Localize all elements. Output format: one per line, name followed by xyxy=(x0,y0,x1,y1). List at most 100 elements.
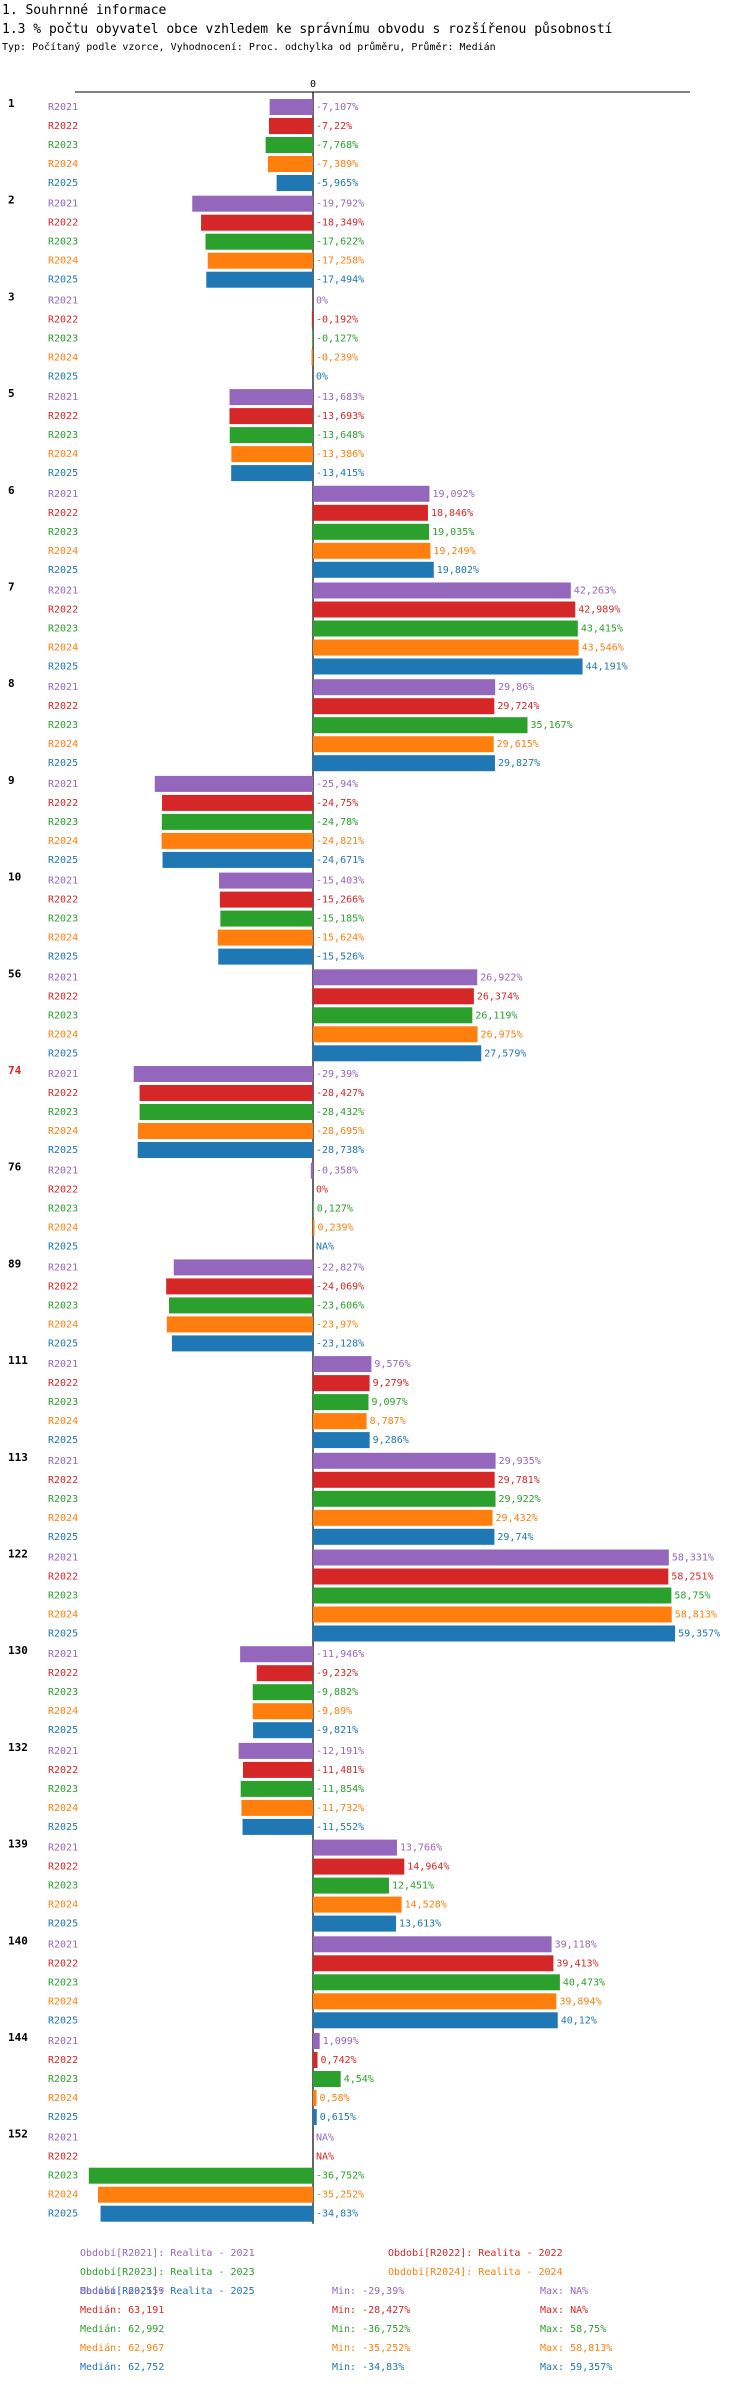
value-label-1-R2022: -7,22% xyxy=(316,121,352,132)
series-label: R2025 xyxy=(48,2209,78,2220)
series-label: R2024 xyxy=(48,2190,78,2201)
value-label-76-R2023: 0,127% xyxy=(317,1204,353,1215)
series-label: R2022 xyxy=(48,1378,78,1389)
series-label: R2021 xyxy=(48,1939,78,1950)
bar-9-R2023 xyxy=(161,813,313,830)
series-label: R2025 xyxy=(48,371,78,382)
group-label-139: 139 xyxy=(8,1838,28,1851)
bar-2-R2021 xyxy=(192,195,313,212)
chart-subtitle: Typ: Počítaný podle vzorce, Vyhodnocení:… xyxy=(2,42,496,53)
bar-89-R2025 xyxy=(171,1335,313,1352)
series-label: R2024 xyxy=(48,1029,78,1040)
bar-56-R2024 xyxy=(313,1026,478,1043)
value-label-139-R2024: 14,528% xyxy=(405,1900,447,1911)
bar-140-R2024 xyxy=(313,1993,557,2010)
value-label-3-R2021: 0% xyxy=(316,295,328,306)
series-label: R2023 xyxy=(48,1204,78,1215)
bar-113-R2023 xyxy=(313,1490,496,1507)
series-label: R2025 xyxy=(48,952,78,963)
series-label: R2023 xyxy=(48,1494,78,1505)
series-label: R2024 xyxy=(48,1319,78,1330)
bar-111-R2021 xyxy=(313,1356,372,1373)
value-label-7-R2022: 42,989% xyxy=(578,605,620,616)
group-label-111: 111 xyxy=(8,1354,28,1367)
value-label-7-R2021: 42,263% xyxy=(574,586,616,597)
bar-3-R2024 xyxy=(311,349,313,366)
series-label: R2024 xyxy=(48,739,78,750)
value-label-6-R2021: 19,092% xyxy=(432,489,474,500)
series-label: R2023 xyxy=(48,1300,78,1311)
series-label: R2021 xyxy=(48,1069,78,1080)
value-label-74-R2025: -28,738% xyxy=(316,1145,364,1156)
series-label: R2021 xyxy=(48,779,78,790)
value-label-5-R2021: -13,683% xyxy=(316,392,364,403)
bar-139-R2025 xyxy=(313,1915,397,1932)
bar-89-R2024 xyxy=(166,1316,313,1333)
bar-111-R2022 xyxy=(313,1375,370,1392)
value-label-130-R2024: -9,89% xyxy=(316,1706,352,1717)
series-label: R2023 xyxy=(48,1107,78,1118)
value-label-132-R2022: -11,481% xyxy=(316,1765,364,1776)
value-label-10-R2024: -15,624% xyxy=(316,933,364,944)
value-label-122-R2022: 58,251% xyxy=(671,1572,713,1583)
legend-item-R2022: Období[R2022]: Realita - 2022 xyxy=(388,2247,563,2259)
series-label: R2024 xyxy=(48,1416,78,1427)
series-label: R2025 xyxy=(48,662,78,673)
series-label: R2022 xyxy=(48,1668,78,1679)
series-label: R2022 xyxy=(48,1572,78,1583)
value-label-1-R2023: -7,768% xyxy=(316,140,358,151)
bar-5-R2023 xyxy=(229,427,313,444)
value-label-1-R2021: -7,107% xyxy=(316,102,358,113)
value-label-111-R2024: 8,787% xyxy=(370,1416,406,1427)
bar-113-R2024 xyxy=(313,1509,493,1526)
bar-140-R2021 xyxy=(313,1936,552,1953)
series-label: R2024 xyxy=(48,933,78,944)
series-label: R2023 xyxy=(48,720,78,731)
series-label: R2023 xyxy=(48,624,78,635)
value-label-89-R2024: -23,97% xyxy=(316,1319,358,1330)
value-label-152-R2024: -35,252% xyxy=(316,2190,364,2201)
value-label-7-R2025: 44,191% xyxy=(586,662,628,673)
series-label: R2022 xyxy=(48,798,78,809)
bar-1-R2023 xyxy=(265,137,313,153)
value-label-152-R2022: NA% xyxy=(316,2152,334,2163)
group-label-10: 10 xyxy=(8,871,21,884)
bar-132-R2021 xyxy=(238,1742,313,1759)
value-label-89-R2022: -24,069% xyxy=(316,1281,364,1292)
series-label: R2023 xyxy=(48,430,78,441)
series-label: R2022 xyxy=(48,1958,78,1969)
bar-74-R2024 xyxy=(137,1123,313,1139)
series-label: R2024 xyxy=(48,1706,78,1717)
group-label-132: 132 xyxy=(8,1741,28,1754)
value-label-3-R2022: -0,192% xyxy=(316,314,358,325)
value-label-140-R2022: 39,413% xyxy=(556,1958,598,1969)
bar-89-R2023 xyxy=(169,1297,313,1314)
series-label: R2025 xyxy=(48,758,78,769)
stat-median-R2024: Medián: 62,967 xyxy=(80,2342,164,2354)
value-label-140-R2025: 40,12% xyxy=(561,2015,597,2026)
group-label-56: 56 xyxy=(8,967,22,980)
value-label-139-R2021: 13,766% xyxy=(400,1843,442,1854)
bar-1-R2024 xyxy=(267,156,313,172)
series-label: R2024 xyxy=(48,256,78,267)
value-label-89-R2025: -23,128% xyxy=(316,1338,364,1349)
value-label-8-R2024: 29,615% xyxy=(497,739,539,750)
bar-2-R2024 xyxy=(207,252,313,269)
value-label-130-R2023: -9,882% xyxy=(316,1687,358,1698)
bar-139-R2022 xyxy=(313,1858,405,1875)
value-label-130-R2025: -9,821% xyxy=(316,1725,358,1736)
bar-132-R2024 xyxy=(241,1799,313,1816)
series-label: R2021 xyxy=(48,1843,78,1854)
bar-122-R2022 xyxy=(313,1568,669,1585)
value-label-76-R2024: 0,239% xyxy=(317,1223,353,1234)
legend-item-R2023: Období[R2023]: Realita - 2023 xyxy=(80,2266,255,2278)
bar-5-R2021 xyxy=(229,389,313,406)
series-label: R2021 xyxy=(48,1746,78,1757)
bar-113-R2022 xyxy=(313,1471,495,1488)
bar-1-R2025 xyxy=(276,175,313,191)
bar-76-R2023 xyxy=(313,1200,314,1217)
bar-140-R2025 xyxy=(313,2012,558,2029)
bar-8-R2025 xyxy=(313,755,495,772)
value-label-140-R2023: 40,473% xyxy=(563,1977,605,1988)
